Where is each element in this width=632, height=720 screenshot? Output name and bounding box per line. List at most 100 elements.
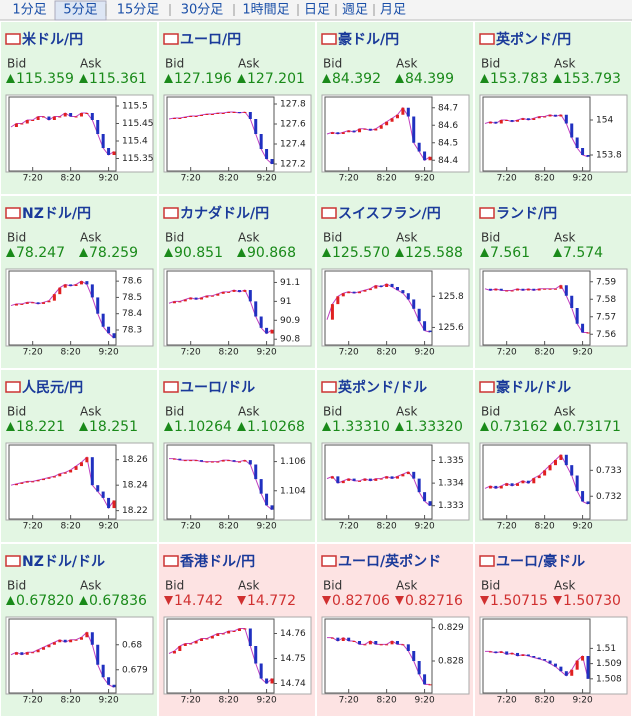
tab[interactable]: 15分足	[117, 3, 160, 18]
ask-value: 1.10268	[247, 419, 305, 435]
candle	[532, 656, 536, 658]
candle	[368, 128, 372, 131]
rate-tile[interactable]: NZドル/ドル Bid Ask 0.67820 0.67836 0.68 0.679 7:20…	[1, 544, 157, 716]
candle	[107, 148, 111, 155]
pair-name[interactable]: 香港ドル/円	[179, 553, 255, 570]
rate-tile[interactable]: ユーロ/英ポンド Bid Ask 0.82706 0.82716 0.829 0.828 7:…	[317, 544, 473, 716]
bid-value: 14.742	[174, 593, 223, 609]
pair-name[interactable]: 豪ドル/ドル	[496, 379, 571, 396]
pair-name[interactable]: ランド/円	[496, 206, 557, 222]
candle	[14, 483, 18, 486]
tab[interactable]: 週足	[342, 3, 368, 18]
pair-name[interactable]: NZドル/円	[22, 206, 91, 222]
tab[interactable]: 30分足	[181, 3, 224, 18]
pair-name[interactable]: 豪ドル/円	[338, 31, 399, 48]
x-tick-label: 9:20	[414, 696, 434, 706]
ask-label: Ask	[396, 579, 417, 593]
candle	[553, 114, 557, 117]
candle	[205, 114, 209, 115]
candle	[216, 633, 220, 636]
x-tick-label: 8:20	[219, 174, 239, 184]
bid-label: Bid	[165, 231, 184, 245]
candle	[200, 638, 204, 641]
pair-name[interactable]: 英ポンド/円	[495, 31, 571, 48]
plot-frame	[482, 96, 591, 172]
rate-tile[interactable]: 英ポンド/円 Bid Ask 153.783 153.793 154 153.8 7:20 8:…	[475, 22, 631, 194]
tab[interactable]: 5分足	[63, 3, 97, 18]
tab[interactable]: 月足	[380, 3, 406, 18]
candle	[107, 326, 111, 334]
y-tick-label: 115.35	[122, 154, 154, 164]
rate-tile[interactable]: 香港ドル/円 Bid Ask 14.742 14.772 14.76 14.75 14.74 7…	[159, 544, 315, 716]
candle	[358, 291, 362, 294]
pair-name[interactable]: スイスフラン/円	[338, 206, 441, 222]
pair-name[interactable]: ユーロ/豪ドル	[496, 553, 585, 570]
pair-name[interactable]: カナダドル/円	[180, 205, 269, 222]
candle	[570, 295, 574, 308]
rate-tile[interactable]: 豪ドル/ドル Bid Ask 0.73162 0.73171 0.733 0.732 7:20…	[475, 370, 631, 542]
x-tick-label: 7:20	[23, 522, 43, 532]
y-tick-label: 14.74	[280, 679, 306, 689]
candle	[189, 643, 193, 645]
rate-tile[interactable]: ユーロ/ドル Bid Ask 1.10264 1.10268 1.106 1.104 7:20…	[159, 370, 315, 542]
tab[interactable]: 日足	[304, 3, 330, 18]
candle	[189, 460, 193, 462]
candle	[194, 297, 198, 300]
candle	[374, 128, 378, 131]
candle	[374, 478, 378, 481]
y-tick-label: 7.59	[596, 277, 616, 287]
rate-tile[interactable]: NZドル/円 Bid Ask 78.247 78.259 78.6 78.5 78.4 78.3…	[1, 196, 157, 368]
y-tick-label: 115.45	[122, 119, 154, 129]
rate-tile[interactable]: 人民元/円 Bid Ask 18.221 18.251 18.26 18.24 18.22 7:…	[1, 370, 157, 542]
rate-tile[interactable]: 英ポンド/ドル Bid Ask 1.33310 1.33320 1.335 1.334 1.3…	[317, 370, 473, 542]
pair-name[interactable]: 英ポンド/ドル	[337, 379, 427, 396]
tab[interactable]: 1時間足	[242, 3, 289, 18]
rate-tile[interactable]: 豪ドル/円 Bid Ask 84.392 84.399 84.7 84.6 84.5 84.4 7…	[317, 22, 473, 194]
x-tick-label: 9:20	[256, 522, 276, 532]
rate-tile[interactable]: ランド/円 Bid Ask 7.561 7.574 7.59 7.58 7.57 7.56 7:2…	[475, 196, 631, 368]
candle	[553, 663, 557, 667]
candle	[265, 678, 269, 684]
ask-value: 115.361	[89, 71, 147, 87]
tab-bar	[0, 0, 632, 20]
up-arrow	[6, 248, 15, 257]
candle	[69, 284, 73, 287]
candle	[85, 281, 89, 285]
pair-name[interactable]: ユーロ/ドル	[180, 380, 255, 396]
candle	[183, 643, 187, 646]
y-tick-label: 127.6	[280, 120, 306, 130]
bid-label: Bid	[481, 231, 500, 245]
pair-name[interactable]: 人民元/円	[22, 379, 83, 396]
candle	[85, 632, 89, 638]
candle	[336, 132, 340, 134]
candle	[406, 107, 410, 117]
candle	[347, 637, 351, 641]
rate-tile[interactable]: スイスフラン/円 Bid Ask 125.570 125.588 125.8 125.6 7:…	[317, 196, 473, 368]
y-tick-label: 84.7	[438, 103, 458, 113]
pair-name[interactable]: 米ドル/円	[22, 31, 83, 48]
rate-tile[interactable]: カナダドル/円 Bid Ask 90.851 90.868 91.1 91 90.9 90.8 7…	[159, 196, 315, 368]
rate-tile[interactable]: 米ドル/円 Bid Ask 115.359 115.361 115.5 115.45 115.…	[1, 22, 157, 194]
candle	[96, 120, 100, 134]
ask-label: Ask	[238, 57, 259, 71]
up-arrow	[480, 422, 489, 431]
tab[interactable]: 1分足	[12, 3, 46, 18]
pair-name[interactable]: ユーロ/円	[180, 32, 241, 48]
flag	[5, 33, 21, 45]
candle	[101, 313, 105, 327]
up-arrow	[237, 74, 246, 83]
pair-name[interactable]: NZドル/ドル	[22, 554, 105, 570]
candle	[183, 460, 187, 462]
flag	[321, 33, 337, 45]
bid-label: Bid	[7, 579, 26, 593]
flag	[321, 381, 337, 393]
rate-tile[interactable]: ユーロ/円 Bid Ask 127.196 127.201 127.8 127.6 127.4…	[159, 22, 315, 194]
y-tick-label: 127.4	[280, 140, 306, 150]
pair-name[interactable]: ユーロ/英ポンド	[338, 553, 441, 570]
rate-tile[interactable]: ユーロ/豪ドル Bid Ask 1.50715 1.50730 1.51 1.509 1.50…	[475, 544, 631, 716]
ask-value: 0.67836	[89, 593, 147, 609]
bid-value: 7.561	[490, 245, 530, 261]
candle	[221, 113, 225, 114]
candle	[575, 137, 579, 148]
up-arrow	[395, 422, 404, 431]
